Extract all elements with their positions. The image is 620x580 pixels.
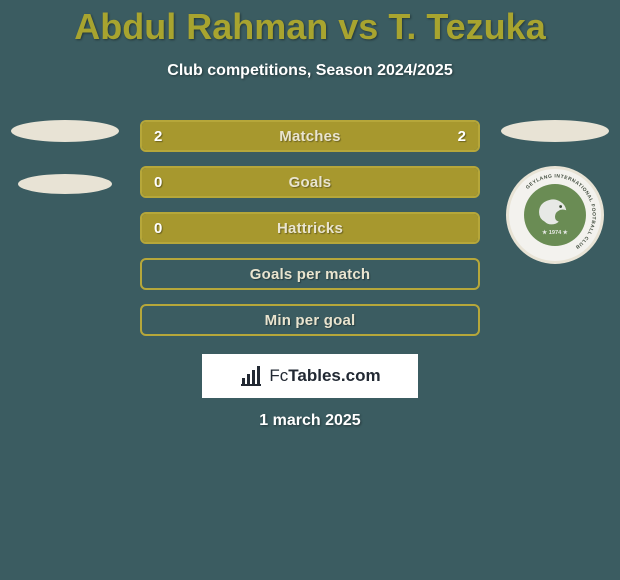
stat-label: Hattricks [277, 220, 343, 237]
right-player-column: ★ 1974 ★ GEYLANG INTERNATIONAL FOOTBALL … [490, 120, 620, 264]
stat-bar: 2 Matches 2 [140, 120, 480, 152]
brand-footer: FcTables.com [202, 354, 418, 398]
stat-label: Min per goal [265, 312, 356, 329]
brand-text: FcTables.com [269, 366, 380, 386]
player-photo-placeholder [11, 120, 119, 142]
stat-bars: 2 Matches 2 0 Goals 0 Hattricks Goals per match… [140, 120, 480, 336]
generated-date: 1 march 2025 [0, 412, 620, 430]
player-photo-placeholder [501, 120, 609, 142]
comparison-block: ★ 1974 ★ GEYLANG INTERNATIONAL FOOTBALL … [0, 120, 620, 336]
stat-label: Goals [289, 174, 332, 191]
stat-bar: Min per goal [140, 304, 480, 336]
stat-label: Matches [279, 128, 340, 145]
season-subtitle: Club competitions, Season 2024/2025 [0, 62, 620, 80]
stat-bar: 0 Hattricks [140, 212, 480, 244]
club-crest-icon: ★ 1974 ★ GEYLANG INTERNATIONAL FOOTBALL … [506, 169, 604, 261]
stat-bar: Goals per match [140, 258, 480, 290]
club-badge: ★ 1974 ★ GEYLANG INTERNATIONAL FOOTBALL … [506, 166, 604, 264]
stat-value-left: 2 [154, 128, 162, 145]
stat-value-left: 0 [154, 220, 162, 237]
stat-bar: 0 Goals [140, 166, 480, 198]
stat-value-right: 2 [458, 128, 466, 145]
bar-chart-icon [239, 364, 263, 388]
stat-label: Goals per match [250, 266, 371, 283]
page-title: Abdul Rahman vs T. Tezuka [0, 0, 620, 48]
left-player-column [0, 120, 130, 226]
stat-value-left: 0 [154, 174, 162, 191]
club-badge-placeholder [18, 174, 112, 194]
svg-text:★ 1974 ★: ★ 1974 ★ [542, 229, 569, 236]
